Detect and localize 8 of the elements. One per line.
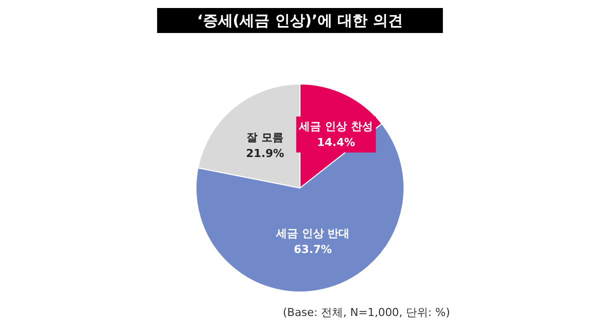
slice-label: 세금 인상 찬성 [298, 120, 373, 134]
slice-label: 세금 인상 반대 [275, 226, 350, 240]
text: (Base: 전체, N=1,000, 단위: %) [282, 306, 450, 319]
chart-title: ‘증세(세금 인상)’에 대한 의견 [197, 12, 403, 30]
data-label: 63.7% [294, 242, 332, 256]
data-label: 14.4% [316, 136, 356, 150]
data-label: 21.9% [246, 147, 284, 160]
slice-label: 잘 모름 [246, 131, 284, 144]
